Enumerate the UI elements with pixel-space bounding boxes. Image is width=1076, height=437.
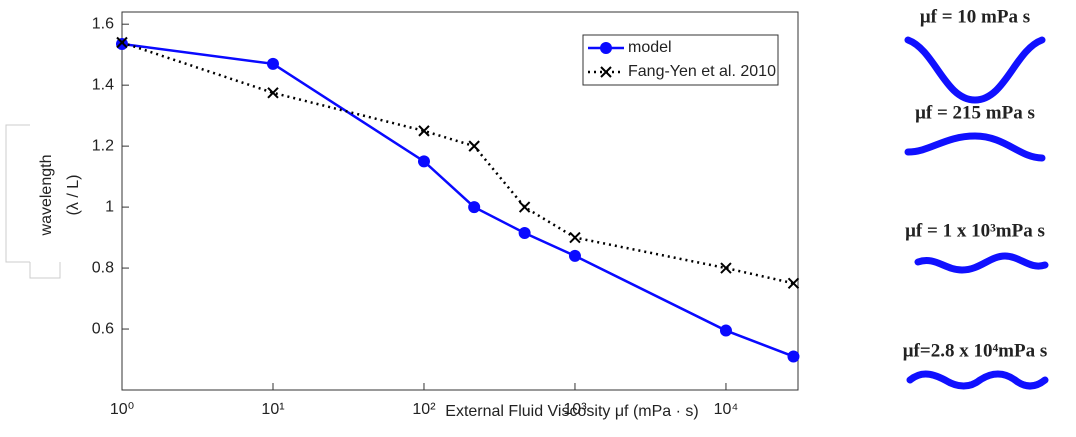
marker <box>720 262 732 274</box>
x-tick-label: 10² <box>412 401 436 418</box>
marker <box>468 140 480 152</box>
marker <box>468 201 481 214</box>
x-axis-label: External Fluid Viscosity μf (mPa · s) <box>445 403 698 420</box>
marker <box>267 87 279 99</box>
legend-marker <box>600 42 612 54</box>
marker <box>116 38 128 51</box>
annotation: μf = 215 mPa s <box>915 102 1035 123</box>
y-tick-label: 1.2 <box>92 137 114 154</box>
legend-box <box>582 34 779 86</box>
marker <box>518 227 531 240</box>
marker <box>787 350 800 363</box>
y-tick-label: 0.6 <box>92 320 114 337</box>
marker <box>568 249 581 262</box>
marker <box>417 155 430 168</box>
marker <box>418 125 430 137</box>
marker <box>787 277 800 290</box>
annotation: μf = 1 x 10³mPa s <box>905 220 1045 241</box>
annotation: μf=2.8 x 10⁴mPa s <box>903 340 1047 361</box>
marker <box>518 201 531 213</box>
x-tick-label: 10¹ <box>261 401 284 418</box>
x-tick-label: 10³ <box>563 401 587 418</box>
legend-label: model <box>628 39 672 56</box>
marker <box>569 231 581 244</box>
legend-label: Fang-Yen et al. 2010 <box>628 63 776 80</box>
annotation: μf = 10 mPa s <box>920 6 1030 27</box>
y-axis-label: wavelength <box>38 155 55 237</box>
marker <box>719 324 732 337</box>
y-tick-label: 1.6 <box>92 15 114 32</box>
legend-marker <box>600 66 612 78</box>
y-tick-label: 0.8 <box>92 259 114 276</box>
x-tick-label: 10⁴ <box>714 401 739 418</box>
y-tick-label: 1 <box>105 198 114 215</box>
plot-frame <box>121 11 799 391</box>
y-tick-label: 1.4 <box>92 76 114 93</box>
marker <box>116 36 128 49</box>
ylabel-frame <box>5 124 61 279</box>
x-tick-label: 10⁰ <box>110 401 134 418</box>
worm-shapes <box>904 36 1049 390</box>
series-line <box>121 42 794 358</box>
y-axis-label: (λ / L) <box>65 175 82 216</box>
marker <box>266 57 279 70</box>
